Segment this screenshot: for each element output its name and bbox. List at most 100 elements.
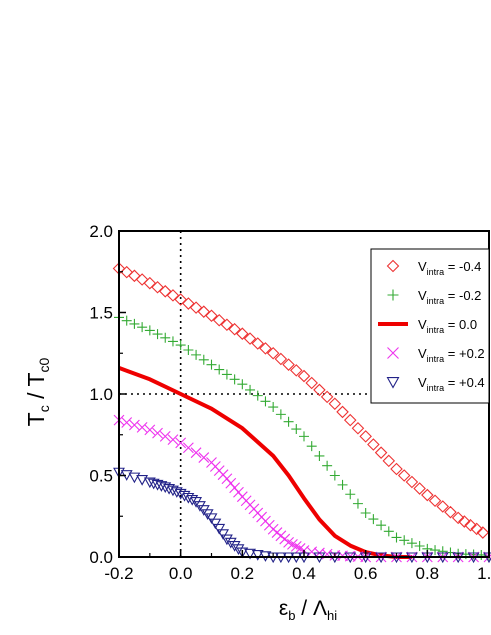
data-point (376, 520, 387, 531)
series-2 (118, 366, 412, 559)
data-point (382, 454, 396, 468)
legend-label-value: = -0.4 (444, 259, 481, 274)
data-point (352, 498, 363, 509)
data-point (121, 417, 133, 428)
data-point (313, 383, 326, 397)
data-point (206, 359, 217, 370)
y-axis-title: Tc / Tc0 (23, 357, 52, 426)
data-point (135, 273, 149, 286)
legend-item-4: Vintra = +0.4 (386, 375, 485, 393)
data-point (121, 315, 132, 326)
data-point (337, 479, 348, 490)
data-point (275, 409, 286, 420)
data-point (152, 329, 163, 340)
data-point (163, 483, 176, 495)
data-point (251, 550, 264, 561)
series-line (118, 366, 412, 559)
legend-label-value: = 0.0 (444, 317, 477, 332)
data-point (129, 318, 140, 329)
data-point (160, 332, 171, 343)
data-point (414, 540, 425, 551)
data-point (458, 515, 471, 528)
axes: -0.20.00.20.40.60.81.00.00.51.01.52.0 (89, 222, 491, 583)
legend-label: Vintra = +0.2 (418, 346, 485, 364)
x-tick-label: 0.8 (416, 564, 440, 583)
data-point (320, 390, 334, 404)
y-tick-label: 0.0 (89, 548, 113, 567)
data-point (144, 424, 156, 436)
x-axis-title: εb / Λhi (279, 597, 337, 623)
data-point (436, 500, 450, 513)
data-point (266, 346, 280, 360)
data-point (464, 518, 477, 532)
data-point (329, 470, 340, 481)
legend-marker-icon (387, 347, 399, 359)
data-point (390, 462, 403, 476)
data-point (290, 364, 303, 377)
legend-label: Vintra = +0.4 (418, 375, 485, 393)
data-point (413, 482, 426, 495)
y-tick-label: 0.5 (89, 467, 113, 486)
data-point (136, 475, 149, 486)
data-point (368, 514, 379, 525)
legend-label-base: V (418, 375, 427, 390)
data-point (217, 529, 229, 540)
series-0 (112, 262, 490, 539)
data-point (170, 487, 183, 498)
data-point (221, 369, 232, 380)
legend-label-base: V (418, 346, 427, 361)
data-point (143, 276, 157, 290)
legend-label: Vintra = -0.2 (418, 288, 481, 306)
legend-label-sub: intra (427, 354, 445, 364)
data-point (151, 280, 164, 294)
data-point (183, 344, 194, 355)
data-point (151, 479, 164, 491)
x-tick-label: 0.0 (169, 564, 193, 583)
y-tick-label: 1.5 (89, 304, 113, 323)
data-point (283, 416, 294, 427)
legend-label-base: V (418, 259, 427, 274)
x-axis-sub: b (288, 608, 295, 623)
data-point (236, 327, 249, 340)
x-tick-label: 0.2 (231, 564, 255, 583)
data-point (220, 534, 233, 546)
y-axis-base2: T (23, 372, 49, 386)
data-point (167, 485, 179, 497)
data-point (260, 396, 271, 407)
data-point (228, 322, 241, 336)
x-axis-sep: / (295, 597, 313, 620)
data-point (152, 427, 163, 439)
data-point (322, 460, 333, 471)
data-point (232, 544, 245, 555)
data-point (360, 507, 371, 518)
data-point (359, 430, 372, 443)
series-3 (113, 414, 491, 563)
data-point (189, 301, 203, 314)
x-axis-base2: Λ (313, 597, 327, 620)
data-point (166, 289, 180, 302)
data-point (190, 447, 202, 459)
x-tick-label: 0.6 (354, 564, 378, 583)
legend-label-value: = +0.2 (444, 346, 484, 361)
legend-marker-icon (386, 377, 400, 389)
legend-label: Vintra = 0.0 (418, 317, 477, 335)
legend-label-base: V (418, 317, 427, 332)
data-point (128, 472, 141, 484)
legend-item-1: Vintra = -0.2 (387, 288, 481, 306)
data-point (259, 342, 272, 355)
data-point (182, 297, 195, 310)
data-point (244, 548, 256, 560)
data-point (282, 358, 295, 371)
data-point (224, 537, 237, 549)
y-axis-base: T (23, 412, 49, 426)
legend-label-sub: intra (427, 383, 445, 393)
data-point (209, 518, 222, 530)
data-point (306, 441, 317, 452)
data-point (405, 475, 419, 489)
x-tick-label: -0.2 (104, 564, 133, 583)
data-point (198, 354, 209, 365)
y-axis-sep: / (23, 387, 49, 406)
data-point (297, 369, 311, 383)
